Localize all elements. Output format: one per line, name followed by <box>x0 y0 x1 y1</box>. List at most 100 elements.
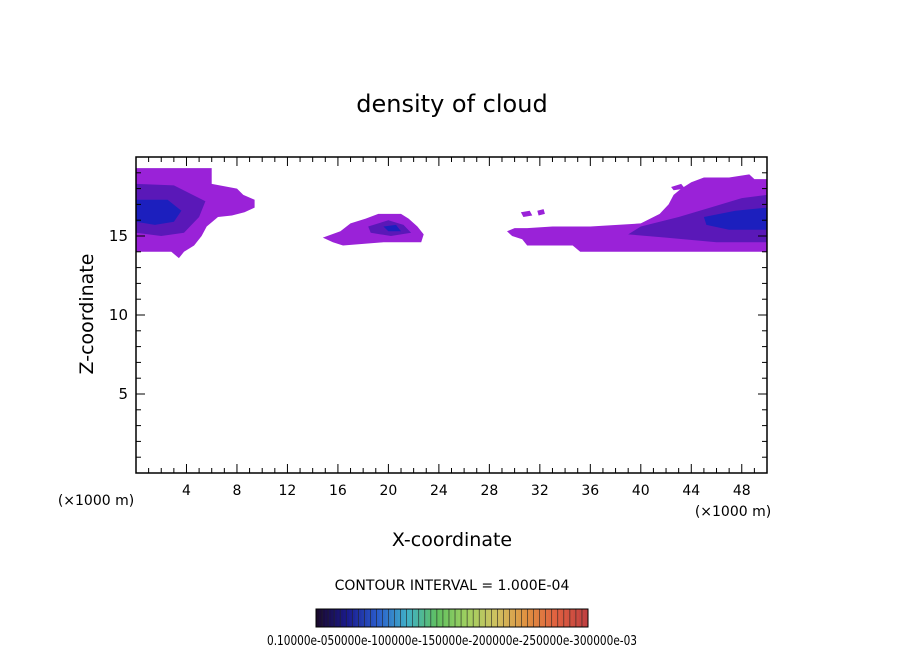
x-tick-label: 16 <box>329 483 347 499</box>
colorbar-swatch <box>316 609 320 627</box>
colorbar-swatch <box>476 609 480 627</box>
colorbar-swatch <box>527 609 531 627</box>
colorbar-swatch <box>424 609 429 627</box>
colorbar-swatch <box>536 609 541 627</box>
colorbar-swatch <box>503 609 507 627</box>
colorbar-swatch <box>358 609 362 627</box>
colorbar-swatch <box>485 609 489 627</box>
colorbar-swatch <box>494 609 498 627</box>
contour-interval-note: CONTOUR INTERVAL = 1.000E-04 <box>335 578 570 594</box>
colorbar-swatch <box>524 609 528 627</box>
y-tick-label: 10 <box>109 306 128 324</box>
colorbar-swatch <box>554 609 559 627</box>
colorbar-swatch <box>352 609 356 627</box>
colorbar-swatch <box>361 609 365 627</box>
colorbar-swatch <box>518 609 522 627</box>
cloud-inner-left <box>136 199 182 225</box>
x-unit-label-left: (×1000 m) <box>58 493 134 509</box>
y-axis-label: Z-coordinate <box>76 254 98 375</box>
cloud-inner-middle <box>383 224 401 232</box>
colorbar-swatch <box>560 609 565 627</box>
colorbar-swatch <box>319 609 323 627</box>
cloud-fleck <box>671 183 685 191</box>
colorbar-swatch <box>581 609 586 627</box>
colorbar-swatch <box>455 609 459 627</box>
colorbar-swatch <box>385 609 389 627</box>
colorbar-swatch <box>364 609 368 627</box>
x-unit-label-right: (×1000 m) <box>695 504 771 520</box>
colorbar-swatch <box>337 609 341 627</box>
x-tick-label: 48 <box>733 483 751 499</box>
x-tick-label: 12 <box>279 483 297 499</box>
colorbar-swatch <box>403 609 408 627</box>
colorbar-swatch <box>427 609 432 627</box>
x-tick-label: 24 <box>430 483 448 499</box>
colorbar-swatch <box>370 609 374 627</box>
x-tick-label: 20 <box>379 483 397 499</box>
colorbar-swatch <box>340 609 344 627</box>
x-tick-label: 40 <box>632 483 650 499</box>
colorbar-swatch <box>349 609 353 627</box>
colorbar-swatch <box>325 609 329 627</box>
colorbar-swatch <box>482 609 486 627</box>
chart-title: density of cloud <box>356 90 547 118</box>
colorbar-swatch <box>500 609 504 627</box>
colorbar-swatch <box>448 609 453 627</box>
colorbar-swatch <box>467 609 471 627</box>
colorbar-swatch <box>379 609 383 627</box>
colorbar-swatch <box>373 609 377 627</box>
colorbar-swatch <box>406 609 411 627</box>
colorbar-swatch <box>572 609 577 627</box>
colorbar-swatch <box>412 609 417 627</box>
x-tick-label: 28 <box>480 483 498 499</box>
colorbar-swatch <box>409 609 414 627</box>
colorbar-swatch <box>331 609 335 627</box>
x-tick-label: 36 <box>581 483 599 499</box>
colorbar-swatch <box>470 609 474 627</box>
colorbar-swatch <box>464 609 468 627</box>
x-tick-label: 44 <box>682 483 700 499</box>
colorbar-swatch <box>391 609 395 627</box>
colorbar-swatch <box>569 609 574 627</box>
colorbar-swatch <box>563 609 568 627</box>
colorbar-swatch <box>388 609 392 627</box>
colorbar-swatch <box>461 609 465 627</box>
x-axis: 4 8 12 16 20 24 28 32 36 40 44 48 <box>148 157 755 499</box>
colorbar-swatch <box>442 609 447 627</box>
colorbar-swatch <box>400 609 405 627</box>
colorbar-swatch <box>542 609 547 627</box>
colorbar-swatch <box>433 609 438 627</box>
y-tick-label: 15 <box>109 227 128 245</box>
colorbar-swatch <box>397 609 402 627</box>
colorbar-swatch <box>548 609 553 627</box>
colorbar-swatch <box>346 609 350 627</box>
colorbar-swatch <box>322 609 326 627</box>
colorbar-swatch <box>530 609 534 627</box>
colorbar-swatch <box>334 609 338 627</box>
colorbar-swatch <box>394 609 398 627</box>
colorbar-swatch <box>575 609 580 627</box>
colorbar-swatch <box>376 609 380 627</box>
colorbar-swatch <box>328 609 332 627</box>
colorbar-swatch <box>521 609 525 627</box>
colorbar-swatch <box>497 609 501 627</box>
colorbar-swatch <box>421 609 426 627</box>
colorbar-swatch <box>512 609 516 627</box>
cloud-inner-right <box>703 207 767 230</box>
colorbar-swatch <box>445 609 450 627</box>
x-tick-label: 32 <box>531 483 549 499</box>
colorbar-swatch <box>479 609 483 627</box>
colorbar-swatch <box>506 609 510 627</box>
colorbar-swatch <box>557 609 562 627</box>
colorbar-swatch <box>551 609 556 627</box>
cloud-core-right <box>628 194 767 243</box>
cloud-fleck <box>520 210 533 217</box>
colorbar-swatch <box>458 609 462 627</box>
colorbar-frame <box>315 608 589 628</box>
cloud-density-field <box>136 168 767 259</box>
colorbar-swatch <box>439 609 444 627</box>
colorbar-swatch <box>584 609 589 627</box>
colorbar-swatch <box>382 609 386 627</box>
colorbar <box>315 608 589 628</box>
